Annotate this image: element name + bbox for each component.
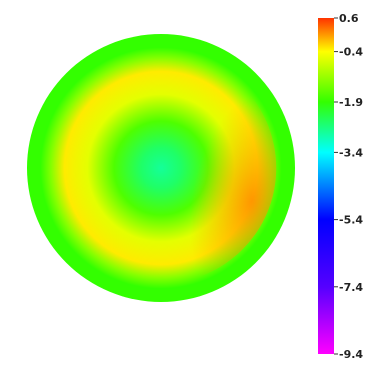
- circular-heatmap: [27, 34, 295, 302]
- colorbar-tick-label: 0.6: [339, 12, 359, 25]
- heatmap-hot-region: [189, 92, 277, 284]
- colorbar: 0.6 -0.4 -1.9 -3.4 -5.4 -7.4 -9.4: [318, 12, 363, 361]
- colorbar-tick-label: -5.4: [339, 214, 363, 227]
- colorbar-tick-label: -0.4: [339, 46, 363, 59]
- colorbar-tick-label: -3.4: [339, 146, 363, 159]
- colorbar-tick-label: -1.9: [339, 96, 363, 109]
- colorbar-tick-label: -7.4: [339, 281, 363, 294]
- colorbar-gradient: [318, 18, 334, 354]
- colorbar-tick-label: -9.4: [339, 348, 363, 361]
